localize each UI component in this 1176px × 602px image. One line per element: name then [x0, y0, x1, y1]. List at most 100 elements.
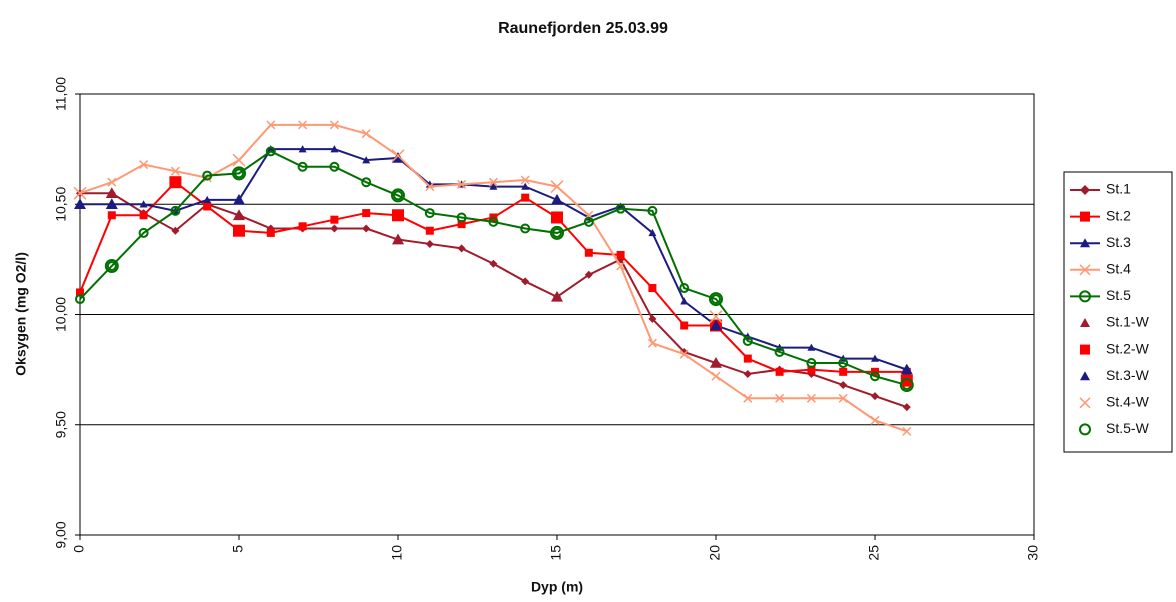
marker [520, 223, 531, 234]
marker [551, 193, 563, 205]
marker [106, 260, 117, 271]
marker [711, 294, 721, 305]
marker [552, 227, 562, 238]
series-line [79, 150, 908, 387]
marker [648, 314, 657, 323]
marker [615, 203, 626, 214]
marker [297, 161, 308, 172]
marker [105, 198, 118, 210]
marker [521, 193, 530, 202]
marker [330, 215, 339, 224]
marker [170, 166, 180, 176]
marker [139, 200, 148, 208]
marker [425, 239, 434, 248]
marker [680, 297, 689, 305]
marker [457, 179, 467, 189]
legend-label: St.1-W [1106, 314, 1150, 330]
marker [648, 228, 657, 237]
marker [679, 283, 690, 294]
marker [425, 182, 435, 192]
marker [392, 151, 404, 163]
marker [838, 393, 848, 403]
marker [1080, 185, 1090, 195]
marker [870, 371, 880, 382]
marker [233, 193, 245, 205]
marker [298, 145, 307, 153]
marker [75, 294, 85, 305]
marker [329, 161, 340, 172]
marker [647, 205, 658, 216]
marker [775, 367, 784, 376]
marker [107, 211, 116, 220]
marker [550, 180, 564, 194]
marker [1080, 318, 1090, 327]
marker [902, 426, 912, 436]
legend-label: St.1 [1106, 181, 1131, 197]
marker [1080, 371, 1090, 381]
plot-frame [79, 93, 1035, 536]
marker [391, 188, 405, 203]
marker [424, 208, 435, 219]
marker [838, 358, 849, 369]
marker [743, 370, 752, 379]
marker [839, 367, 848, 376]
marker [871, 392, 879, 401]
marker [361, 129, 371, 139]
marker [900, 363, 913, 375]
marker [583, 216, 594, 227]
marker [902, 403, 911, 412]
marker [489, 182, 498, 190]
legend-label: St.5 [1106, 287, 1131, 303]
marker [232, 153, 246, 167]
x-axis-label: Dyp (m) [531, 579, 583, 595]
legend-label: St.2 [1106, 207, 1131, 223]
marker [806, 358, 817, 369]
marker [710, 357, 722, 368]
legend-label: St.4 [1106, 261, 1131, 277]
marker [871, 354, 879, 362]
marker [330, 145, 339, 153]
marker [710, 319, 722, 331]
marker [1079, 423, 1091, 436]
marker [233, 224, 245, 237]
marker [456, 212, 467, 223]
marker [329, 120, 339, 130]
marker [488, 177, 498, 187]
marker [521, 182, 530, 190]
marker [298, 222, 307, 231]
marker [488, 216, 499, 227]
y-axis-label: Oksygen (mg O2/l) [13, 252, 29, 376]
marker [171, 226, 180, 235]
marker [392, 209, 404, 222]
marker [743, 393, 753, 403]
y-tick-label: 9,00 [53, 521, 69, 548]
marker [616, 261, 626, 271]
marker [680, 321, 689, 330]
marker [551, 211, 563, 224]
marker [1079, 397, 1091, 409]
chart-title: Raunefjorden 25.03.99 [498, 20, 668, 37]
x-tick-label: 20 [707, 545, 723, 561]
marker [232, 166, 246, 181]
marker [170, 205, 181, 216]
marker [266, 145, 275, 153]
marker [330, 224, 339, 233]
marker [73, 186, 87, 200]
marker [107, 177, 117, 187]
marker [647, 338, 657, 348]
y-tick-label: 11,00 [53, 77, 69, 111]
marker [266, 228, 275, 237]
marker [870, 415, 880, 425]
marker [774, 346, 785, 357]
marker [616, 250, 625, 259]
marker [520, 175, 530, 185]
marker [76, 288, 84, 297]
marker [138, 227, 149, 238]
x-tick-label: 10 [389, 545, 405, 561]
x-tick-label: 30 [1025, 545, 1041, 561]
marker [362, 209, 371, 218]
marker [169, 176, 182, 189]
